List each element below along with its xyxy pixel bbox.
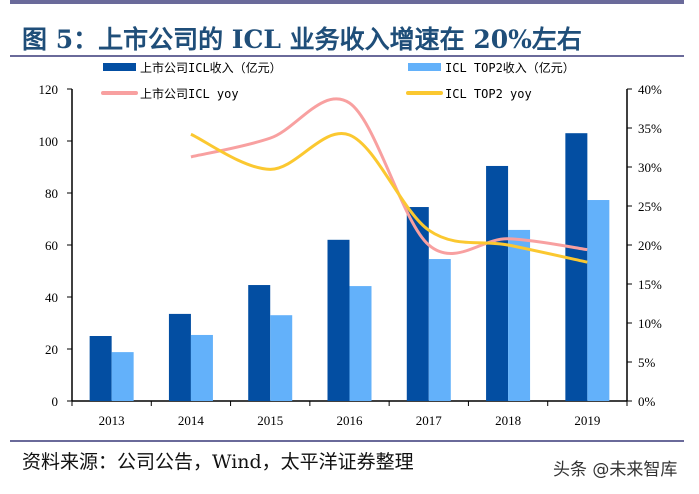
bar-2 — [587, 200, 610, 401]
left-tick-label: 80 — [45, 186, 58, 201]
x-tick-label: 2014 — [178, 413, 205, 428]
bar-1 — [565, 133, 588, 401]
watermark: 头条 @未来智库 — [553, 460, 678, 480]
title-rule — [10, 55, 684, 57]
x-tick-label: 2019 — [574, 413, 600, 428]
bar-1 — [327, 239, 350, 401]
right-tick-label: 35% — [638, 121, 662, 136]
x-tick-label: 2018 — [495, 413, 521, 428]
source-note: 资料来源：公司公告，Wind，太平洋证券整理 — [22, 451, 414, 473]
figure-title: 图 5：上市公司的 ICL 业务收入增速在 20%左右 — [22, 25, 582, 54]
right-tick-label: 30% — [638, 160, 662, 175]
bar-2 — [508, 229, 531, 401]
x-tick-label: 2017 — [416, 413, 443, 428]
legend-label: ICL TOP2收入（亿元） — [445, 60, 575, 75]
right-tick-label: 40% — [638, 82, 662, 97]
top-border — [10, 0, 684, 4]
bar-1 — [89, 336, 112, 401]
bar-2 — [111, 352, 134, 401]
line-1 — [190, 97, 588, 256]
x-tick-label: 2015 — [257, 413, 283, 428]
bar-2 — [349, 286, 372, 401]
legend-swatch — [408, 63, 441, 71]
left-tick-label: 40 — [45, 290, 58, 305]
right-tick-label: 10% — [638, 316, 662, 331]
x-tick-label: 2013 — [99, 413, 125, 428]
right-tick-label: 0% — [638, 394, 656, 409]
bar-1 — [168, 313, 191, 401]
left-tick-label: 0 — [52, 394, 59, 409]
bar-2 — [270, 315, 293, 401]
legend-label: ICL TOP2 yoy — [445, 87, 532, 101]
left-tick-label: 20 — [45, 342, 58, 357]
bar-1 — [486, 165, 509, 401]
line-2 — [190, 132, 588, 264]
left-tick-label: 120 — [39, 82, 59, 97]
bar-2 — [428, 259, 451, 401]
left-tick-label: 60 — [45, 238, 58, 253]
right-tick-label: 15% — [638, 277, 662, 292]
bar-2 — [190, 334, 213, 401]
legend-swatch — [103, 63, 136, 71]
x-tick-label: 2016 — [337, 413, 364, 428]
legend-label: 上市公司ICL yoy — [140, 86, 239, 101]
right-tick-label: 5% — [638, 355, 656, 370]
right-tick-label: 20% — [638, 238, 662, 253]
bar-1 — [406, 207, 429, 401]
chart: 0 20 40 60 80 100 120 0% 5% 10% 15% 20% 25% 30% 35% 40%… — [39, 60, 663, 428]
left-tick-label: 100 — [39, 134, 59, 149]
bar-1 — [248, 285, 271, 401]
right-tick-label: 25% — [638, 199, 662, 214]
source-rule — [10, 440, 684, 442]
legend-label: 上市公司ICL收入（亿元） — [140, 60, 282, 75]
